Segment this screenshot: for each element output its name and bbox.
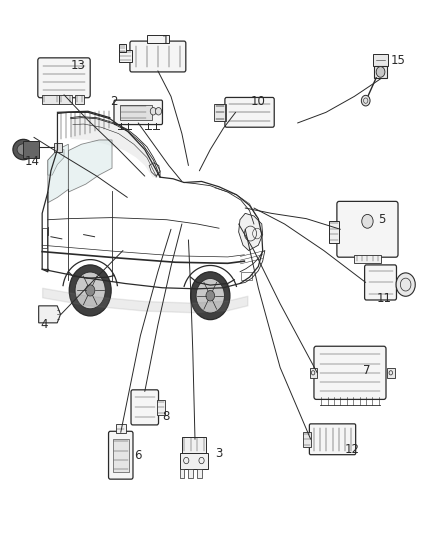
Bar (303, 432, 311, 447)
Bar (42, 95, 59, 103)
Bar (329, 221, 339, 243)
Bar (374, 66, 387, 78)
Bar (42, 228, 47, 248)
Bar (54, 143, 62, 152)
Polygon shape (48, 144, 68, 203)
Ellipse shape (13, 139, 34, 160)
Polygon shape (48, 150, 64, 175)
Circle shape (206, 290, 215, 301)
Bar (116, 424, 126, 433)
Text: 10: 10 (251, 95, 266, 108)
Text: 2: 2 (110, 95, 118, 108)
Text: 5: 5 (378, 213, 385, 226)
Bar (197, 469, 201, 478)
Circle shape (361, 95, 370, 106)
Bar (120, 50, 132, 62)
Bar (215, 104, 226, 121)
FancyBboxPatch shape (225, 98, 274, 127)
Circle shape (376, 67, 385, 77)
Bar (120, 44, 126, 52)
Bar (120, 105, 152, 120)
Polygon shape (68, 140, 112, 192)
FancyBboxPatch shape (109, 431, 133, 479)
Bar (188, 469, 193, 478)
FancyBboxPatch shape (364, 265, 396, 300)
FancyBboxPatch shape (114, 100, 162, 125)
Text: 11: 11 (377, 292, 392, 305)
FancyBboxPatch shape (131, 390, 159, 425)
Bar (23, 141, 39, 158)
FancyBboxPatch shape (130, 41, 186, 72)
Text: 12: 12 (345, 443, 360, 456)
Bar (157, 400, 165, 415)
Bar (241, 272, 252, 280)
Text: 14: 14 (25, 155, 39, 168)
Bar (180, 469, 184, 478)
FancyBboxPatch shape (38, 58, 90, 98)
Circle shape (85, 285, 95, 296)
Text: 1: 1 (162, 34, 170, 47)
Circle shape (69, 265, 111, 316)
Bar (59, 95, 72, 103)
Polygon shape (239, 213, 263, 251)
Bar (180, 453, 208, 469)
Text: 7: 7 (363, 364, 370, 377)
FancyBboxPatch shape (337, 201, 398, 257)
Circle shape (150, 108, 156, 115)
Polygon shape (39, 306, 60, 323)
Polygon shape (149, 163, 160, 176)
Circle shape (396, 273, 415, 296)
Text: 13: 13 (71, 59, 86, 72)
Text: 4: 4 (41, 319, 48, 332)
FancyBboxPatch shape (314, 346, 386, 399)
Ellipse shape (17, 144, 30, 155)
Bar (354, 255, 381, 263)
Bar (373, 54, 389, 66)
Circle shape (362, 214, 373, 228)
Bar (147, 35, 169, 43)
Bar (182, 437, 206, 453)
Bar (387, 368, 395, 378)
Polygon shape (71, 118, 160, 177)
Circle shape (196, 279, 224, 313)
Text: 3: 3 (215, 447, 223, 460)
Bar (113, 439, 129, 472)
Text: 8: 8 (162, 410, 170, 423)
Circle shape (155, 108, 162, 115)
Bar (310, 368, 318, 378)
Text: 6: 6 (134, 449, 142, 462)
Circle shape (191, 272, 230, 320)
FancyBboxPatch shape (309, 424, 356, 455)
Bar (75, 95, 84, 103)
Circle shape (75, 272, 105, 309)
Text: 15: 15 (391, 54, 406, 67)
Bar (215, 104, 225, 121)
